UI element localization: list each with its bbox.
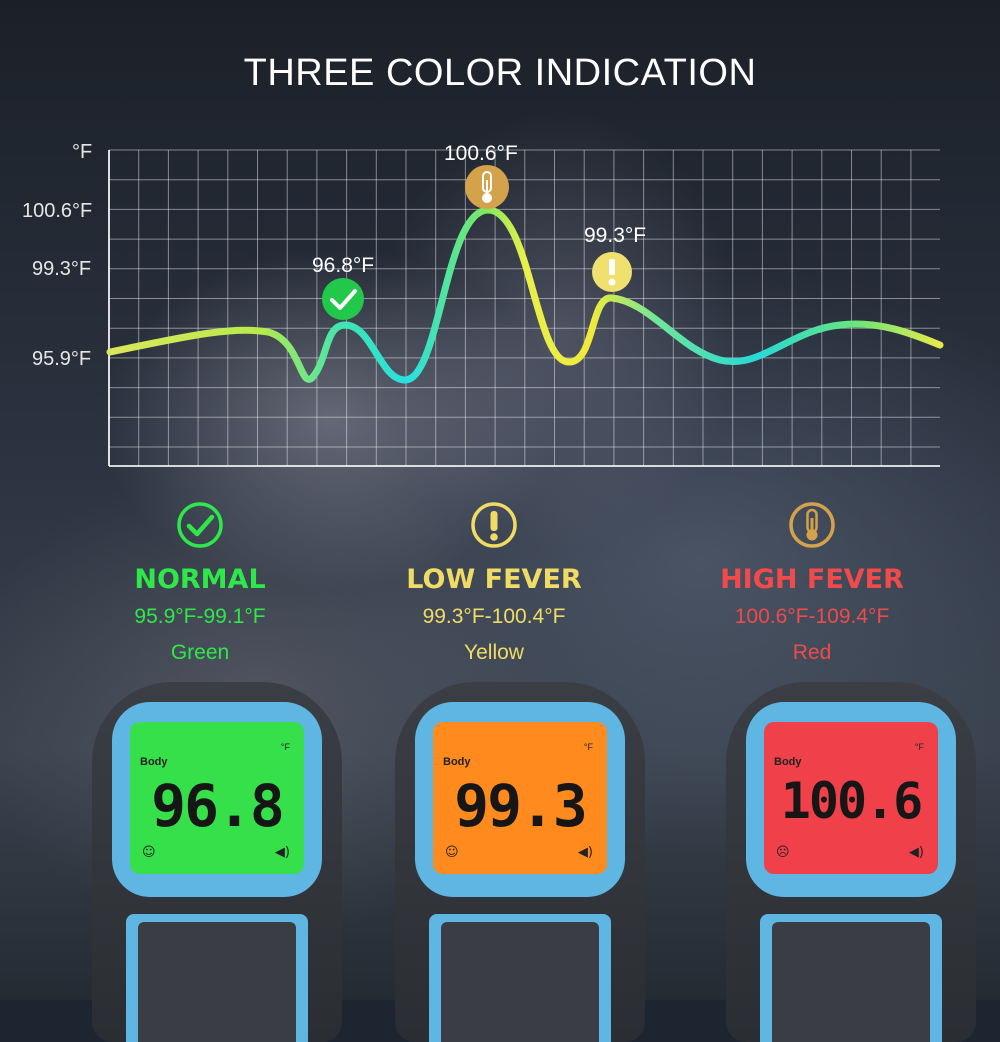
thermometer-icon — [465, 165, 509, 209]
lcd-mode-label: Body — [443, 756, 471, 768]
thermometer-circle-icon — [789, 502, 835, 548]
lcd-unit: °F — [583, 742, 593, 752]
point-label: 100.6°F — [444, 142, 518, 165]
sad-face-icon: ☹ — [776, 845, 790, 860]
category-color-name: Green — [170, 641, 230, 664]
lcd-unit: °F — [280, 742, 290, 752]
lcd-unit: °F — [914, 742, 924, 752]
speaker-icon: ◀) — [577, 845, 593, 860]
category-low-fever: LOW FEVER 99.3°F-100.4°F Yellow — [344, 500, 644, 665]
category-range: 95.9°F-99.1°F — [134, 605, 266, 628]
thermometer-device-red: °F Body 100.6 ☹ ◀) — [726, 682, 976, 1042]
point-label: 99.3°F — [584, 224, 646, 247]
exclamation-circle-icon — [471, 502, 517, 548]
y-tick-label: 100.6°F — [22, 200, 92, 222]
lcd-screen: °F Body 100.6 ☹ ◀) — [764, 722, 938, 874]
page-title: THREE COLOR INDICATION — [243, 52, 757, 94]
category-color-name: Red — [792, 641, 832, 664]
category-range: 100.6°F-109.4°F — [734, 605, 890, 628]
chart-grid — [108, 149, 940, 467]
check-circle-icon — [177, 502, 223, 548]
category-high-fever: HIGH FEVER 100.6°F-109.4°F Red — [662, 500, 962, 665]
smiley-icon: ☺ — [445, 845, 459, 860]
point-label: 96.8°F — [312, 254, 374, 277]
speaker-icon: ◀) — [908, 845, 924, 860]
temperature-chart: °F 100.6°F 99.3°F 95.9°F 96.8°F 100.6°F … — [22, 141, 944, 467]
speaker-icon: ◀) — [274, 845, 290, 860]
thermometer-device-green: °F Body 96.8 ☺ ◀) — [92, 682, 342, 1042]
category-color-name: Yellow — [464, 641, 524, 664]
category-name: LOW FEVER — [406, 564, 582, 595]
exclamation-icon — [592, 252, 632, 292]
category-name: NORMAL — [134, 564, 266, 595]
category-name: HIGH FEVER — [720, 564, 904, 595]
y-tick-label: 99.3°F — [32, 258, 91, 280]
thermometer-device-orange: °F Body 99.3 ☺ ◀) — [395, 682, 645, 1042]
temperature-wave — [106, 206, 944, 384]
category-normal: NORMAL 95.9°F-99.1°F Green — [50, 500, 350, 665]
category-range: 99.3°F-100.4°F — [422, 605, 566, 628]
check-icon — [322, 278, 364, 320]
y-axis-unit: °F — [72, 141, 92, 163]
lcd-reading: 99.3 — [454, 772, 588, 840]
lcd-mode-label: Body — [774, 756, 802, 768]
lcd-reading: 96.8 — [151, 772, 285, 840]
smiley-icon: ☺ — [142, 845, 156, 860]
lcd-screen: °F Body 99.3 ☺ ◀) — [433, 722, 607, 874]
y-tick-label: 95.9°F — [32, 348, 91, 370]
lcd-reading: 100.6 — [780, 772, 924, 830]
lcd-mode-label: Body — [140, 756, 168, 768]
lcd-screen: °F Body 96.8 ☺ ◀) — [130, 722, 304, 874]
